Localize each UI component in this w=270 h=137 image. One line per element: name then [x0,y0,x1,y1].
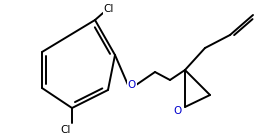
Text: Cl: Cl [104,4,114,14]
Text: O: O [173,106,181,116]
Text: O: O [128,80,136,90]
Text: Cl: Cl [61,125,71,135]
